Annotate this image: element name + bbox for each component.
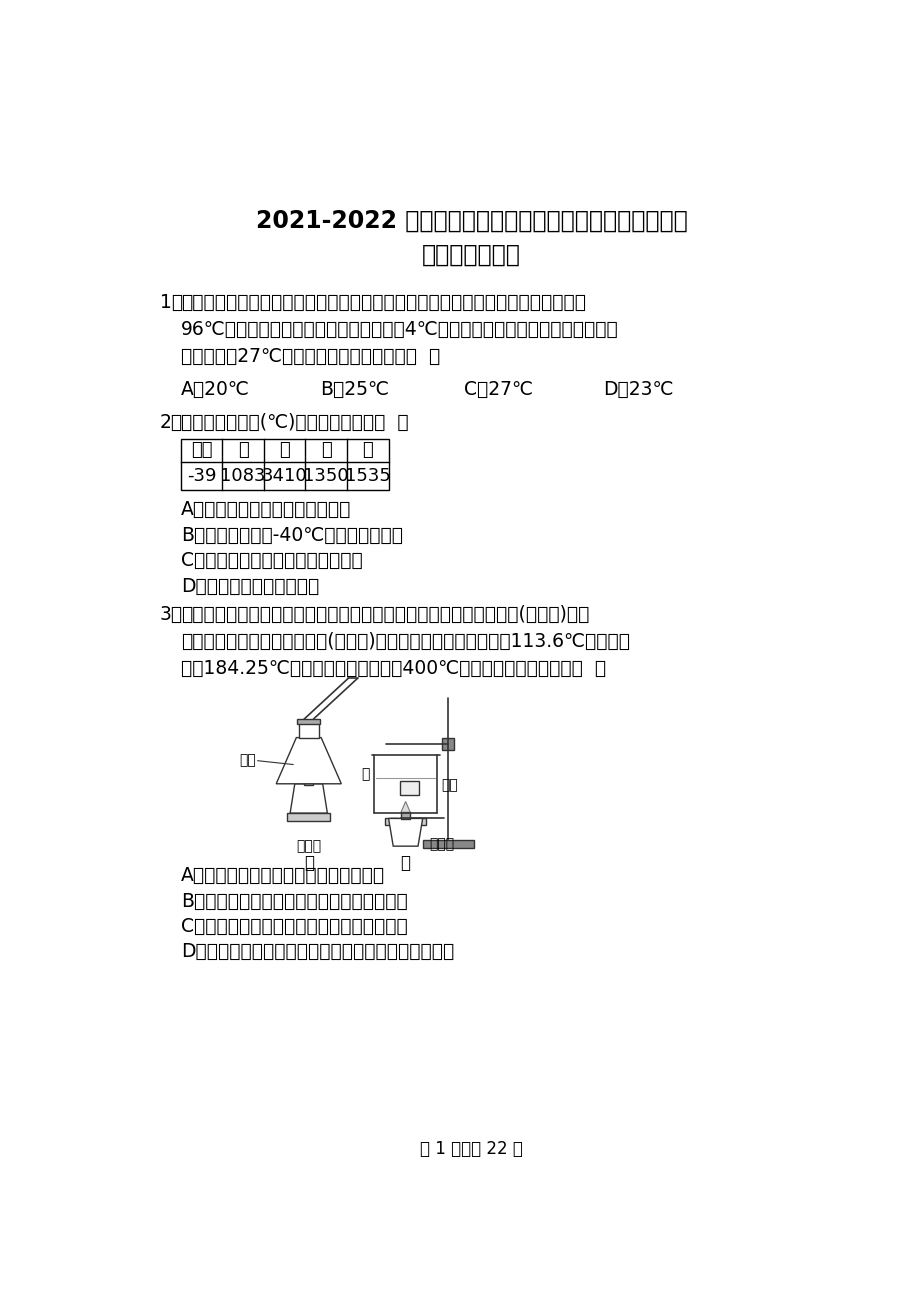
Text: 水银: 水银	[190, 441, 212, 460]
Polygon shape	[289, 784, 327, 812]
Text: 1350: 1350	[303, 467, 348, 484]
Bar	[401, 812, 410, 819]
Text: 酒精灯: 酒精灯	[429, 837, 454, 852]
Bar	[423, 840, 473, 848]
Text: A．铁块掉入钢水中一定能够熔化: A．铁块掉入钢水中一定能够熔化	[181, 500, 351, 519]
Text: -39: -39	[187, 467, 216, 484]
Text: 阳同学将碘锤放入热水中加热(如图乙)。已知常压下，碘的熔点为113.6℃，碘的沸: 阳同学将碘锤放入热水中加热(如图乙)。已知常压下，碘的熔点为113.6℃，碘的沸	[181, 631, 630, 651]
Text: D．23℃: D．23℃	[603, 380, 673, 400]
Bar	[400, 781, 418, 796]
Text: 水: 水	[361, 768, 369, 781]
Text: 乙: 乙	[400, 854, 410, 872]
Bar	[297, 719, 320, 724]
Bar	[441, 738, 454, 750]
Bar	[181, 439, 388, 490]
Text: 一支刻度均匀但读数不准确的温度计，在测量标准大气压下沸水的温度时，示数是: 一支刻度均匀但读数不准确的温度计，在测量标准大气压下沸水的温度时，示数是	[181, 293, 585, 312]
Bar	[287, 812, 330, 820]
Text: C．钨做灯丝，是因为它的熔点较高: C．钨做灯丝，是因为它的熔点较高	[181, 551, 362, 570]
Text: 几种物质的熔点(℃)如表中所示，则（  ）: 几种物质的熔点(℃)如表中所示，则（ ）	[181, 413, 408, 432]
Bar	[304, 777, 313, 785]
Text: 1083: 1083	[221, 467, 266, 484]
Text: B．25℃: B．25℃	[320, 380, 389, 400]
Text: 2021-2022 学年河南省安阳市林州九中九年级（上）第一: 2021-2022 学年河南省安阳市林州九中九年级（上）第一	[255, 208, 686, 233]
Bar	[390, 818, 397, 827]
Text: 碘锤: 碘锤	[441, 779, 458, 793]
Text: 碘锤: 碘锤	[239, 754, 255, 768]
Text: 点为184.25℃，酒精灯火焰的温度约400℃。下列说法中正确的是（  ）: 点为184.25℃，酒精灯火焰的温度约400℃。下列说法中正确的是（ ）	[181, 659, 606, 678]
Text: 2．: 2．	[160, 413, 183, 432]
Text: 第 1 页，共 22 页: 第 1 页，共 22 页	[420, 1141, 522, 1159]
Text: C．27℃: C．27℃	[463, 380, 532, 400]
Polygon shape	[388, 819, 422, 846]
Text: 3．: 3．	[160, 605, 183, 624]
Text: 酒精灯: 酒精灯	[296, 840, 321, 853]
Text: 96℃，在测冰水混合物温度时，其示数为4℃，若用此温度计去测量一杯温水温度: 96℃，在测冰水混合物温度时，其示数为4℃，若用此温度计去测量一杯温水温度	[181, 320, 618, 340]
Text: 1535: 1535	[345, 467, 391, 484]
Text: 1．: 1．	[160, 293, 183, 312]
Text: 3410: 3410	[262, 467, 307, 484]
Text: 铜: 铜	[237, 441, 248, 460]
Polygon shape	[276, 738, 341, 784]
Text: 甲: 甲	[303, 854, 313, 872]
Text: 时，示数是27℃，则这杯水的实际温度为（  ）: 时，示数是27℃，则这杯水的实际温度为（ ）	[181, 348, 439, 366]
Text: A．20℃: A．20℃	[181, 380, 249, 400]
Polygon shape	[303, 766, 313, 777]
Text: D．小明和小阳的实验都能证明碘从固态直接变为气态: D．小明和小阳的实验都能证明碘从固态直接变为气态	[181, 943, 454, 961]
Bar	[385, 819, 425, 825]
Text: 钨: 钨	[279, 441, 289, 460]
Bar	[299, 720, 319, 738]
Text: A．只有小明的试管中会出现紫色碘蒸气: A．只有小明的试管中会出现紫色碘蒸气	[181, 866, 384, 885]
Text: D．用铜锅冶炼钢是可以的: D．用铜锅冶炼钢是可以的	[181, 577, 319, 595]
Polygon shape	[401, 802, 410, 812]
Text: B．水银温度计在-40℃的地方仍能使用: B．水银温度计在-40℃的地方仍能使用	[181, 526, 403, 544]
Text: 钢: 钢	[321, 441, 331, 460]
Text: B．小阳的实验证明碘能从固态直接变为气态: B．小阳的实验证明碘能从固态直接变为气态	[181, 892, 407, 910]
Text: 次月考物理试卷: 次月考物理试卷	[422, 242, 520, 267]
Text: 在学习升华和凝华这部分内容时，小明同学将试管放在酒精灯上加热(如图甲)，小: 在学习升华和凝华这部分内容时，小明同学将试管放在酒精灯上加热(如图甲)，小	[181, 605, 588, 624]
Text: C．小明的实验证明碘能从固态直接变为气态: C．小明的实验证明碘能从固态直接变为气态	[181, 917, 407, 936]
Text: 铁: 铁	[362, 441, 373, 460]
